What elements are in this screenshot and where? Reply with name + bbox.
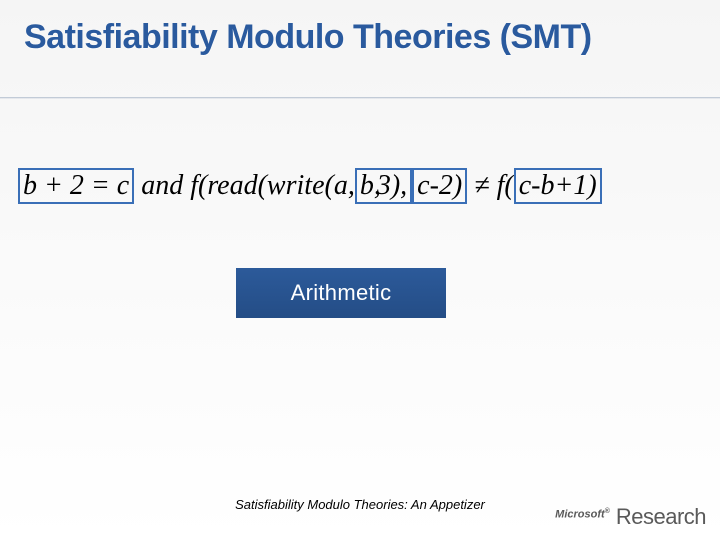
formula-seg-2: and f(read(write(a, bbox=[134, 170, 355, 201]
slide-title: Satisfiability Modulo Theories (SMT) bbox=[24, 18, 592, 57]
formula-hl-5: c-2) bbox=[412, 168, 467, 204]
formula-hl-1: b + 2 = c bbox=[18, 168, 134, 204]
formula-hl-7: c-b+1) bbox=[514, 168, 602, 204]
logo-brand-text: Microsoft bbox=[555, 509, 605, 521]
formula-hl-4l: 3), bbox=[377, 168, 412, 204]
logo-brand-sup: ® bbox=[605, 508, 610, 515]
logo-unit: Research bbox=[616, 506, 706, 528]
formula: b + 2 = c and f(read(write(a, b, 3), c-2… bbox=[18, 168, 602, 204]
theory-label: Arithmetic bbox=[236, 268, 446, 318]
formula-seg-6: ≠ f( bbox=[467, 170, 513, 201]
logo-brand: Microsoft® bbox=[555, 508, 610, 521]
ms-research-logo: Microsoft® Research bbox=[555, 506, 706, 528]
title-divider bbox=[0, 97, 720, 99]
